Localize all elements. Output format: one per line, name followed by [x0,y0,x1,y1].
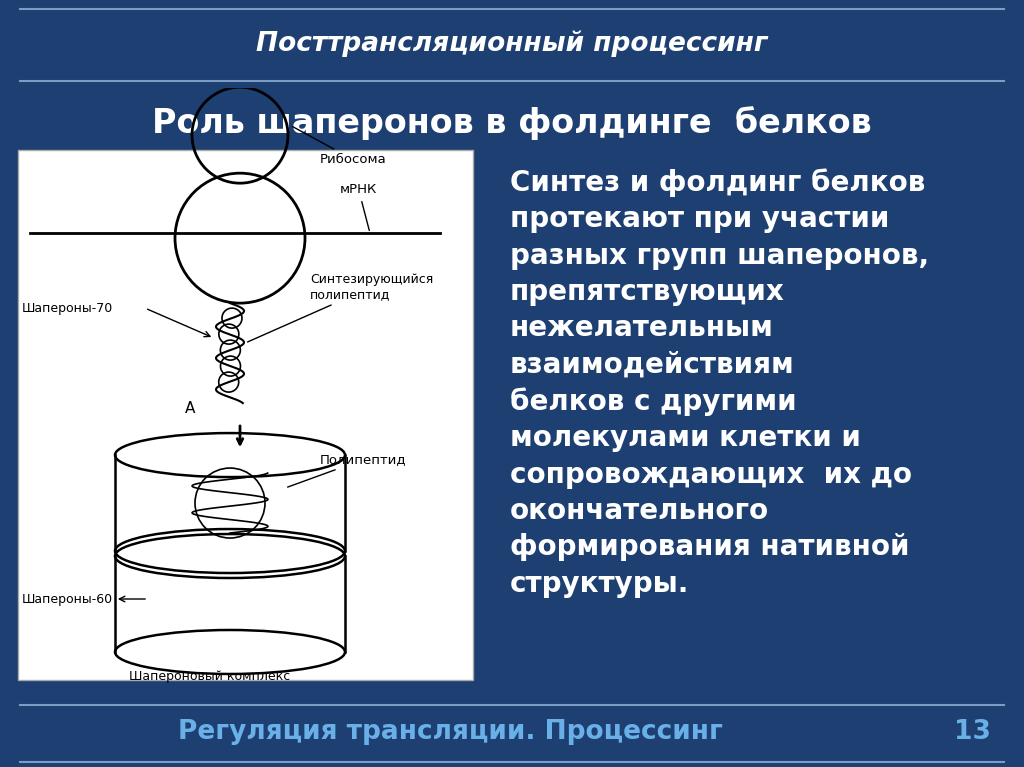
Text: Шапероновый комплекс: Шапероновый комплекс [129,670,291,683]
FancyBboxPatch shape [18,150,473,680]
Text: Рибосома: Рибосома [293,127,387,166]
Text: мРНК: мРНК [340,183,377,230]
Text: Шапероны-70: Шапероны-70 [22,301,114,314]
Text: Регуляция трансляции. Процессинг: Регуляция трансляции. Процессинг [178,719,723,746]
Text: Полипептид: Полипептид [288,453,407,487]
Text: Синтез и фолдинг белков
протекают при участии
разных групп шаперонов,
препятству: Синтез и фолдинг белков протекают при уч… [510,168,929,597]
Text: Шапероны-60: Шапероны-60 [22,593,113,605]
Text: 13: 13 [954,719,991,746]
Text: Синтезирующийся
полипептид: Синтезирующийся полипептид [248,273,433,342]
Text: Посттрансляционный процессинг: Посттрансляционный процессинг [256,31,768,58]
Text: А: А [184,401,196,416]
Text: Роль шаперонов в фолдинге  белков: Роль шаперонов в фолдинге белков [153,107,871,140]
